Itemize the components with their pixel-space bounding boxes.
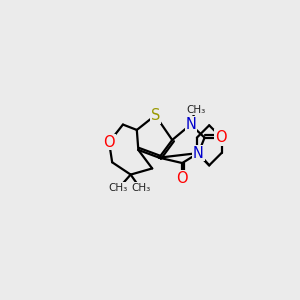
Text: O: O: [103, 135, 115, 150]
Text: N: N: [185, 117, 196, 132]
Text: CH₃: CH₃: [132, 183, 151, 193]
Text: O: O: [215, 130, 226, 145]
Text: CH₃: CH₃: [187, 105, 206, 115]
Text: O: O: [176, 171, 188, 186]
Text: S: S: [151, 108, 160, 123]
Text: N: N: [193, 146, 204, 160]
Text: CH₃: CH₃: [108, 183, 127, 193]
